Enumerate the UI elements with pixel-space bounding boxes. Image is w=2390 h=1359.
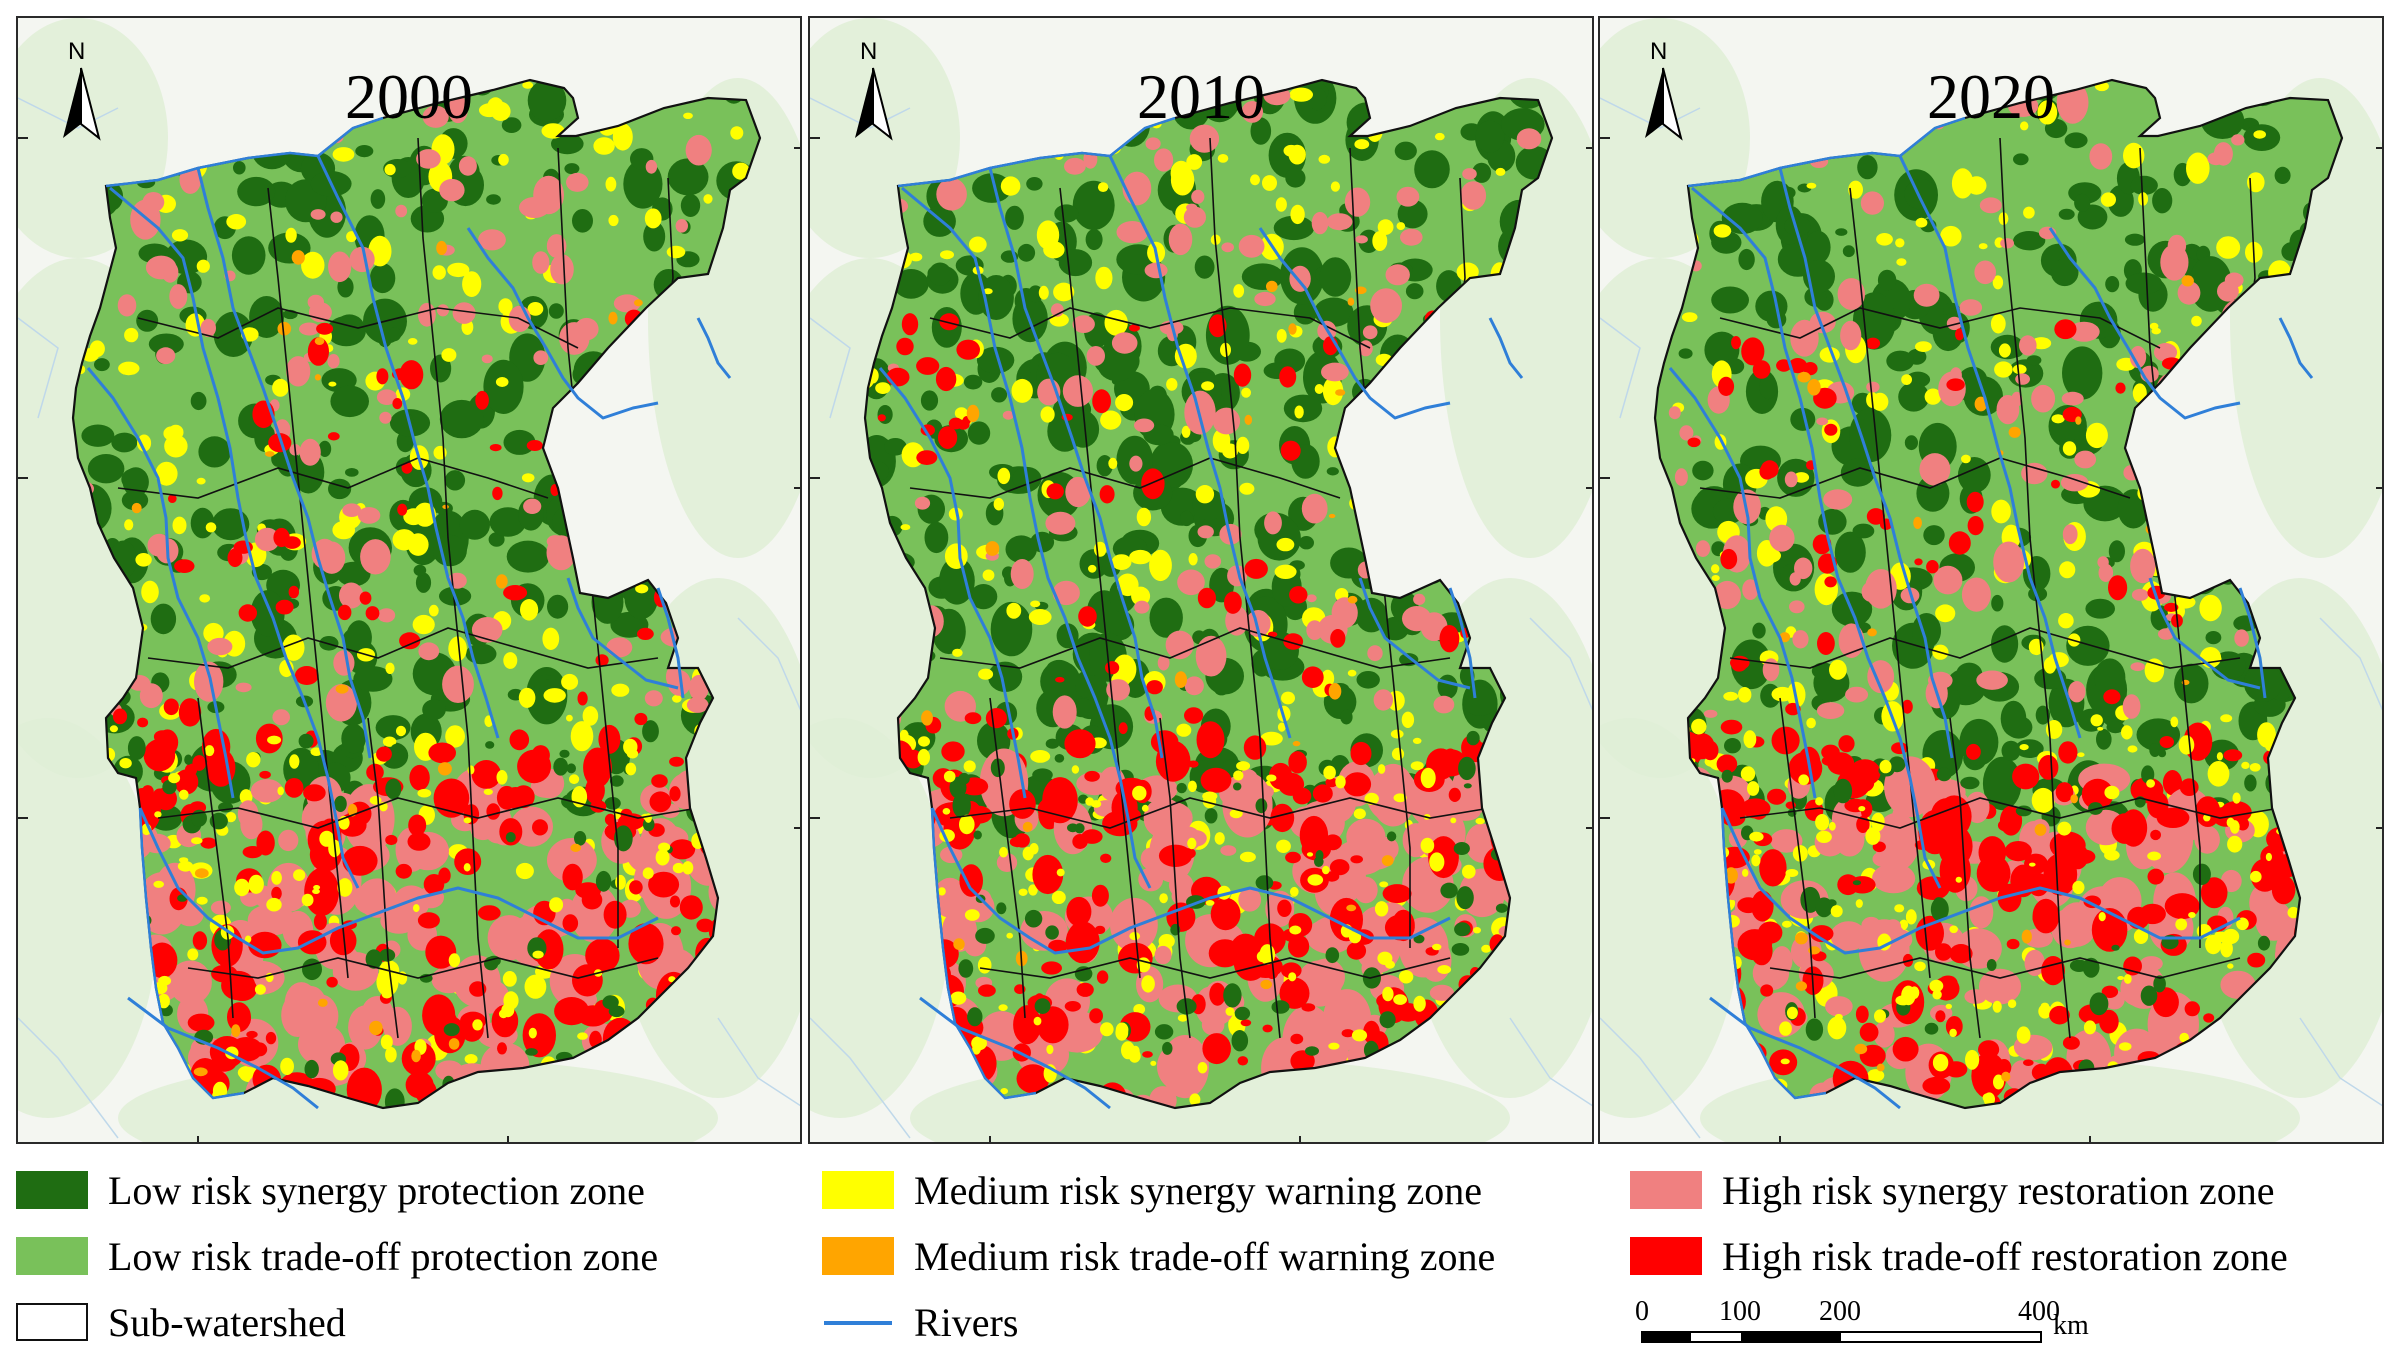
legend-item-sub-watershed: Sub-watershed bbox=[16, 1298, 346, 1346]
rivers bbox=[86, 116, 732, 1110]
map-panel-2020: N 2020 bbox=[1598, 16, 2384, 1144]
north-arrow: N bbox=[1628, 38, 1698, 158]
legend-item-medium-tradeoff: Medium risk trade-off warning zone bbox=[822, 1232, 1495, 1280]
legend-swatch bbox=[1630, 1171, 1702, 1209]
legend-label: Medium risk synergy warning zone bbox=[914, 1167, 1483, 1213]
legend-swatch bbox=[16, 1171, 88, 1209]
legend-item-rivers: Rivers bbox=[822, 1298, 1018, 1346]
rivers bbox=[1668, 116, 2314, 1110]
risk-zone-map bbox=[18, 18, 800, 1142]
legend-swatch bbox=[822, 1171, 894, 1209]
legend-label: High risk synergy restoration zone bbox=[1722, 1167, 2275, 1213]
legend-swatch bbox=[822, 1237, 894, 1275]
north-label: N bbox=[68, 38, 86, 65]
risk-zone-map bbox=[1600, 18, 2382, 1142]
legend-label: Low risk trade-off protection zone bbox=[108, 1233, 659, 1279]
legend-label: Low risk synergy protection zone bbox=[108, 1167, 645, 1213]
north-label: N bbox=[860, 38, 878, 65]
risk-zone-map bbox=[810, 18, 1592, 1142]
north-arrow: N bbox=[838, 38, 908, 158]
map-panel-2000: N 2000 bbox=[16, 16, 802, 1144]
legend-item-low-tradeoff: Low risk trade-off protection zone bbox=[16, 1232, 658, 1280]
legend-item-low-synergy: Low risk synergy protection zone bbox=[16, 1166, 645, 1214]
legend-swatch bbox=[1630, 1237, 1702, 1275]
legend-label: Sub-watershed bbox=[108, 1299, 346, 1345]
scale-unit: km bbox=[2053, 1310, 2089, 1341]
map-legend: Low risk synergy protection zone Low ris… bbox=[0, 1160, 2390, 1359]
legend-swatch bbox=[16, 1303, 88, 1341]
legend-label: Rivers bbox=[914, 1299, 1019, 1345]
legend-label: Medium risk trade-off warning zone bbox=[914, 1233, 1496, 1279]
legend-item-high-synergy: High risk synergy restoration zone bbox=[1630, 1166, 2274, 1214]
region-outline bbox=[71, 78, 762, 1110]
scale-bar-graphic bbox=[1641, 1331, 2042, 1343]
region-outline bbox=[863, 78, 1554, 1110]
legend-swatch bbox=[16, 1237, 88, 1275]
legend-item-medium-synergy: Medium risk synergy warning zone bbox=[822, 1166, 1482, 1214]
scale-tick-100: 100 bbox=[1719, 1296, 1761, 1327]
legend-label: High risk trade-off restoration zone bbox=[1722, 1233, 2288, 1279]
scale-tick-200: 200 bbox=[1819, 1296, 1861, 1327]
rivers bbox=[878, 116, 1524, 1110]
north-arrow: N bbox=[46, 38, 116, 158]
map-panel-2010: N 2010 bbox=[808, 16, 1594, 1144]
scale-bar: 0 100 200 400 km bbox=[1635, 1296, 2089, 1346]
river-swatch bbox=[822, 1303, 894, 1341]
region-outline bbox=[1653, 78, 2344, 1110]
scale-tick-0: 0 bbox=[1635, 1296, 1649, 1327]
scale-tick-400: 400 bbox=[2018, 1296, 2060, 1327]
north-label: N bbox=[1650, 38, 1668, 65]
risk-zone-raster bbox=[1655, 80, 2342, 1108]
legend-item-high-tradeoff: High risk trade-off restoration zone bbox=[1630, 1232, 2288, 1280]
